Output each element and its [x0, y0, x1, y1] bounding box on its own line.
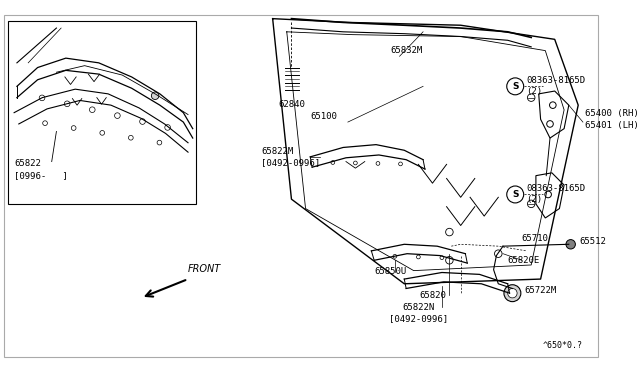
Circle shape — [508, 288, 517, 298]
Circle shape — [566, 240, 575, 249]
Circle shape — [100, 131, 104, 135]
Circle shape — [331, 161, 335, 164]
Text: [0996-   ]: [0996- ] — [14, 171, 68, 180]
Circle shape — [43, 121, 47, 125]
Text: 08363-8165D: 08363-8165D — [527, 76, 586, 84]
Text: S: S — [512, 82, 518, 91]
Circle shape — [445, 257, 453, 264]
Circle shape — [527, 94, 535, 102]
Text: 08363-8165D: 08363-8165D — [527, 184, 586, 193]
Text: 65832M: 65832M — [390, 46, 422, 55]
Text: S: S — [512, 190, 518, 199]
Circle shape — [376, 161, 380, 165]
Circle shape — [129, 135, 133, 140]
Circle shape — [71, 126, 76, 130]
Text: 65710: 65710 — [522, 234, 548, 243]
Text: 65822N: 65822N — [403, 303, 435, 312]
Text: 65820E: 65820E — [508, 256, 540, 265]
Circle shape — [65, 101, 70, 107]
Circle shape — [39, 95, 45, 101]
Text: 65400 (RH): 65400 (RH) — [585, 109, 639, 118]
Text: 65822: 65822 — [14, 159, 41, 168]
Circle shape — [527, 200, 535, 208]
Text: [0492-0996]: [0492-0996] — [389, 314, 448, 323]
Circle shape — [90, 107, 95, 113]
Circle shape — [399, 162, 403, 166]
Circle shape — [157, 140, 162, 145]
Text: (2): (2) — [527, 195, 543, 204]
Text: ^650*0.?: ^650*0.? — [543, 341, 583, 350]
Text: 62840: 62840 — [278, 100, 305, 109]
Bar — [8, 20, 196, 204]
Text: 65820: 65820 — [419, 291, 446, 300]
Circle shape — [164, 125, 170, 130]
Text: 65822M: 65822M — [261, 147, 294, 156]
Circle shape — [504, 285, 521, 302]
Circle shape — [445, 228, 453, 236]
Circle shape — [417, 255, 420, 259]
Text: [0492-0996]: [0492-0996] — [261, 158, 321, 167]
Circle shape — [440, 256, 444, 260]
Text: FRONT: FRONT — [188, 264, 221, 275]
Text: 65100: 65100 — [310, 112, 337, 121]
Circle shape — [152, 92, 159, 99]
Circle shape — [393, 254, 397, 258]
Text: 65850U: 65850U — [374, 267, 406, 276]
Circle shape — [495, 250, 502, 257]
Circle shape — [353, 161, 357, 165]
Text: (2): (2) — [527, 87, 543, 96]
Circle shape — [115, 113, 120, 118]
Text: 65512: 65512 — [579, 237, 606, 246]
Text: 65722M: 65722M — [525, 286, 557, 295]
Circle shape — [140, 119, 145, 124]
Text: 65401 (LH): 65401 (LH) — [585, 121, 639, 130]
